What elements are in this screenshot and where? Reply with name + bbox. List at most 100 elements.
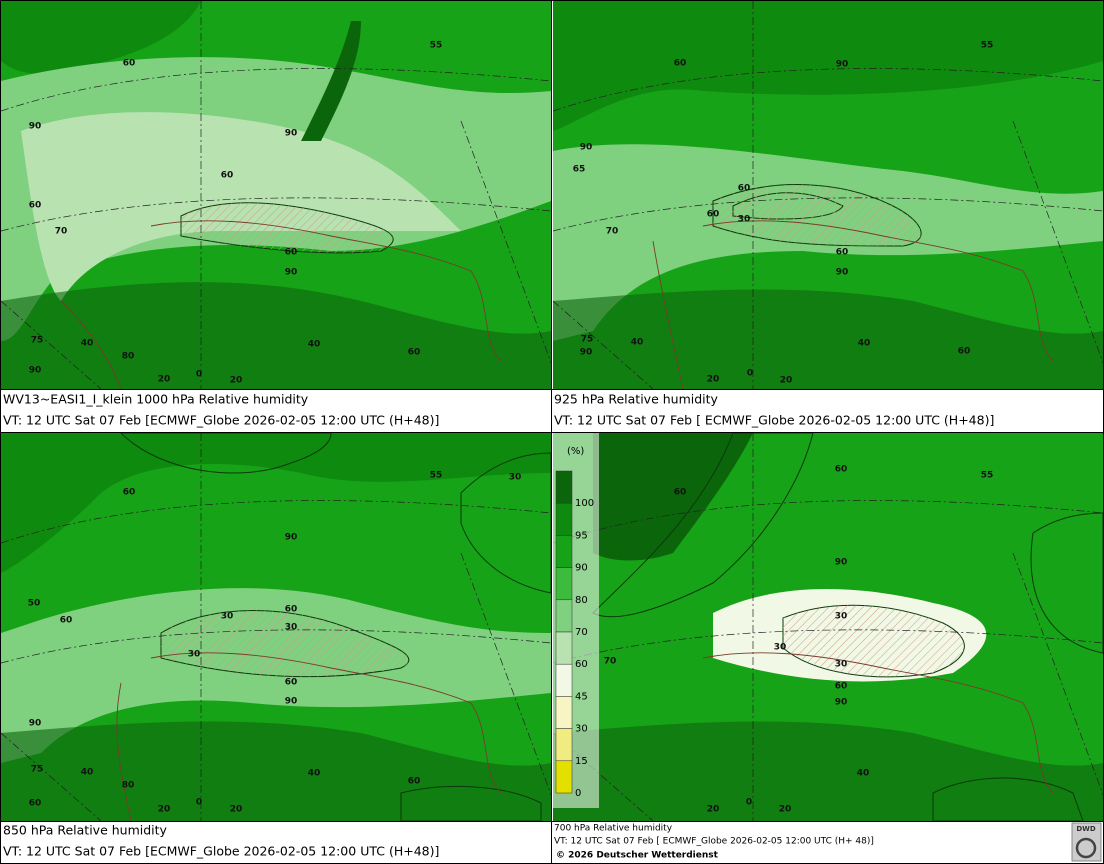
contour-label: 90: [835, 558, 848, 568]
contour-label: 50: [28, 599, 41, 609]
contour-label: 30: [188, 650, 201, 660]
contour-label: 65: [573, 165, 586, 175]
coastline: [652, 220, 1054, 389]
contour-label: 90: [285, 697, 298, 707]
legend-swatch: [555, 599, 573, 633]
contour-label: 20: [779, 805, 792, 815]
contour-label: 55: [981, 41, 994, 51]
contour-label: 55: [430, 41, 443, 51]
humidity-area: [120, 433, 332, 474]
contour-label: 55: [430, 471, 443, 481]
contour-label: 90: [285, 129, 298, 139]
contour-label: 30: [509, 473, 522, 483]
legend-label: 60: [575, 659, 588, 670]
caption: 700 hPa Relative humidity: [554, 824, 673, 834]
legend-swatch: [555, 663, 573, 697]
contour-label: 60: [958, 347, 971, 357]
humidity-area: [1, 282, 551, 389]
contour-label: 20: [158, 375, 171, 385]
contour-label: 60: [674, 488, 687, 498]
legend-swatch: [555, 728, 573, 762]
coastline: [702, 652, 1054, 794]
legend-label: 45: [575, 691, 588, 702]
contour-label: 60: [29, 201, 42, 211]
contour-label: 60: [836, 248, 849, 258]
contour-label: 90: [29, 366, 42, 376]
hatch: [783, 605, 965, 677]
contour-label: 20: [158, 805, 171, 815]
caption-valid: VT: 12 UTC Sat 07 Feb [ECMWF_Globe 2026-…: [3, 413, 439, 428]
contour-labels: 55 60 90 30 50 60 30 60 30 30 60 90 90 7…: [28, 471, 522, 815]
contour-label: 75: [581, 335, 594, 345]
caption: WV13~EASI1_I_klein 1000 hPa Relative hum…: [3, 392, 309, 407]
contour-label: 20: [780, 376, 793, 386]
contour-label: 90: [29, 122, 42, 132]
caption: 925 hPa Relative humidity: [554, 392, 719, 407]
humidity-area: [1, 1, 201, 74]
legend-label: 0: [575, 788, 581, 799]
contour-label: 60: [408, 348, 421, 358]
contour-label: 30: [285, 623, 298, 633]
contour-labels: 55 60 90 90 65 60 60 30 70 60 90 40 60 7…: [573, 41, 994, 386]
contour-label: 60: [285, 605, 298, 615]
hatch: [713, 184, 922, 246]
contour-label: 60: [408, 777, 421, 787]
contour-label: 40: [631, 338, 644, 348]
humidity-area: [553, 289, 1103, 389]
contour-label: 0: [746, 798, 752, 808]
humidity-area: [460, 452, 551, 594]
humidity-area: [553, 1, 1103, 131]
caption-valid: VT: 12 UTC Sat 07 Feb [ ECMWF_Globe 2026…: [554, 837, 874, 847]
contour-label: 40: [857, 769, 870, 779]
humidity-area: [1, 721, 551, 821]
legend-label: 95: [575, 530, 588, 541]
contour-label: 90: [29, 719, 42, 729]
contour-label: 30: [738, 215, 751, 225]
map-panel: 55 60 90 30 50 60 30 60 30 30 60 90 90 7…: [1, 433, 551, 821]
contour-label: 30: [774, 643, 787, 653]
contour-label: 60: [738, 184, 751, 194]
contour-label: 0: [747, 369, 753, 379]
contour-label: 40: [81, 339, 94, 349]
humidity-area: [301, 21, 361, 141]
caption-valid: VT: 12 UTC Sat 07 Feb [ECMWF_Globe 2026-…: [3, 844, 439, 859]
contour-label: 20: [230, 376, 243, 386]
contour-label: 90: [836, 60, 849, 70]
legend-swatch: [555, 760, 573, 794]
copyright: © 2026 Deutscher Wetterdienst: [556, 851, 719, 861]
legend-label: 70: [575, 627, 588, 638]
contour-label: 60: [707, 210, 720, 220]
contour-label: 55: [981, 471, 994, 481]
contour-label: 30: [835, 612, 848, 622]
contour-label: 70: [55, 227, 68, 237]
contour-label: 90: [580, 348, 593, 358]
contour-label: 70: [606, 227, 619, 237]
contour-label: 90: [835, 698, 848, 708]
contour-label: 90: [836, 268, 849, 278]
logo-mark: [1075, 837, 1097, 859]
logo: DWD: [1076, 825, 1096, 833]
contour-labels: 60 55 60 90 30 70 30 30 60 90 40 20 0 20: [604, 465, 994, 815]
legend: (%) 100 95 90 80 70 60 45 30 15 0: [553, 433, 599, 808]
contour-label: 60: [29, 799, 42, 809]
graticule: [1, 433, 551, 821]
caption-valid: VT: 12 UTC Sat 07 Feb [ ECMWF_Globe 2026…: [554, 413, 994, 428]
contour-label: 90: [285, 533, 298, 543]
contour-label: 70: [604, 657, 617, 667]
legend-label: 90: [575, 563, 588, 574]
contour-label: 60: [221, 171, 234, 181]
legend-swatch: [555, 502, 573, 536]
contour-label: 90: [285, 268, 298, 278]
contour-label: 20: [230, 805, 243, 815]
contour-label: 60: [835, 465, 848, 475]
legend-label: 100: [575, 498, 594, 509]
contour-label: 90: [580, 143, 593, 153]
humidity-area: [1030, 512, 1103, 654]
contour-label: 60: [123, 488, 136, 498]
contour-label: 30: [835, 660, 848, 670]
contour-label: 60: [674, 59, 687, 69]
humidity-area: [553, 721, 1103, 821]
caption: 850 hPa Relative humidity: [3, 823, 168, 838]
contour-label: 40: [81, 768, 94, 778]
